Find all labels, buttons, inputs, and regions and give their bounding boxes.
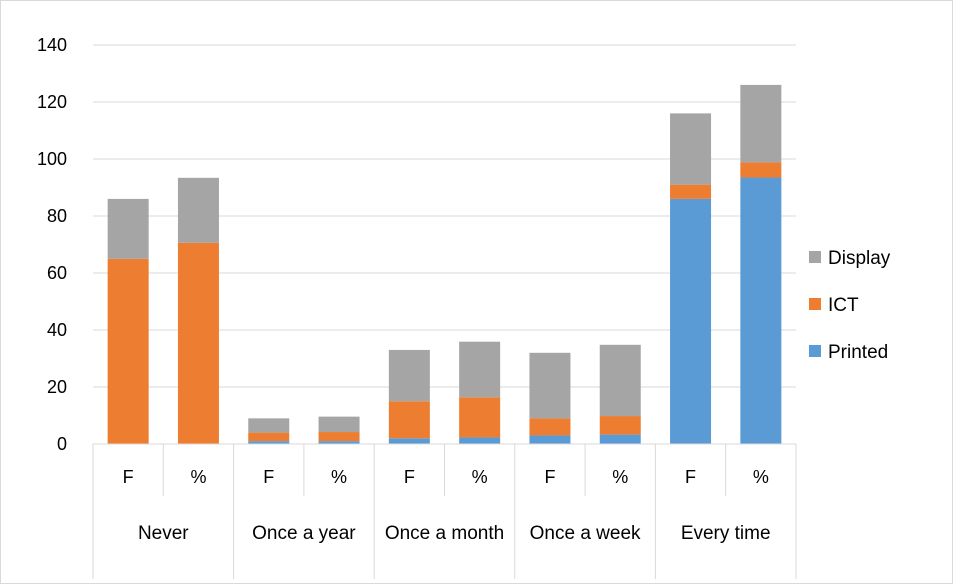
x-category-label-3: %: [331, 467, 347, 487]
x-group-label-1: Once a year: [252, 523, 356, 544]
y-axis-tick-labels: 0 20 40 60 80 100 120 140: [37, 35, 67, 454]
bar-ict-5: [459, 397, 501, 438]
bar-ict-2: [248, 432, 290, 442]
bar-printed-7: [599, 434, 641, 444]
bar-display-7: [599, 344, 641, 417]
bar-printed-4: [388, 438, 430, 444]
bar-ict-4: [388, 401, 430, 439]
x-category-label-2: F: [263, 467, 274, 487]
bar-display-6: [529, 352, 571, 419]
bar-ict-7: [599, 416, 641, 435]
y-tick-label-120: 120: [37, 92, 67, 112]
x-category-label-4: F: [404, 467, 415, 487]
x-category-label-9: %: [753, 467, 769, 487]
bar-ict-0: [107, 258, 149, 444]
bar-ict-9: [740, 162, 782, 178]
legend-swatch-printed: [809, 345, 821, 357]
bar-printed-2: [248, 441, 290, 444]
bar-display-1: [177, 177, 219, 243]
legend-swatch-ict: [809, 298, 821, 310]
bar-display-2: [248, 418, 290, 433]
legend-label-ict: ICT: [828, 295, 859, 316]
axes: [92, 443, 797, 579]
y-tick-label-140: 140: [37, 35, 67, 55]
x-category-label-8: F: [685, 467, 696, 487]
x-axis-group-labels: Never Once a year Once a month Once a week E…: [138, 523, 771, 544]
y-tick-label-0: 0: [57, 434, 67, 454]
y-tick-label-20: 20: [47, 377, 67, 397]
x-axis-category-labels: F% F% F% F% F%: [123, 467, 769, 487]
bar-printed-6: [529, 435, 571, 444]
bar-display-8: [670, 113, 712, 185]
bar-ict-1: [177, 242, 219, 444]
x-category-label-1: %: [190, 467, 206, 487]
legend-label-display: Display: [828, 248, 891, 269]
bar-printed-8: [670, 198, 712, 444]
x-category-label-7: %: [612, 467, 628, 487]
bar-ict-6: [529, 418, 571, 436]
bar-display-4: [388, 349, 430, 402]
y-tick-label-100: 100: [37, 149, 67, 169]
bar-ict-8: [670, 184, 712, 199]
x-group-label-4: Every time: [681, 523, 771, 544]
x-group-label-3: Once a week: [530, 523, 641, 544]
bars: [107, 84, 782, 444]
legend: Display ICT Printed: [809, 248, 891, 363]
x-category-label-5: %: [472, 467, 488, 487]
bar-ict-3: [318, 432, 360, 442]
x-group-label-2: Once a month: [385, 523, 504, 544]
bar-printed-5: [459, 437, 501, 444]
y-tick-label-60: 60: [47, 263, 67, 283]
x-category-label-6: F: [544, 467, 555, 487]
y-tick-label-80: 80: [47, 206, 67, 226]
bar-display-5: [459, 341, 501, 398]
x-group-label-0: Never: [138, 523, 189, 544]
bar-printed-3: [318, 441, 360, 444]
legend-swatch-display: [809, 251, 821, 263]
bar-display-0: [107, 198, 149, 259]
y-tick-label-40: 40: [47, 320, 67, 340]
legend-label-printed: Printed: [828, 342, 888, 363]
bar-printed-9: [740, 177, 782, 444]
bar-display-3: [318, 416, 360, 433]
bar-display-9: [740, 84, 782, 163]
x-category-label-0: F: [123, 467, 134, 487]
